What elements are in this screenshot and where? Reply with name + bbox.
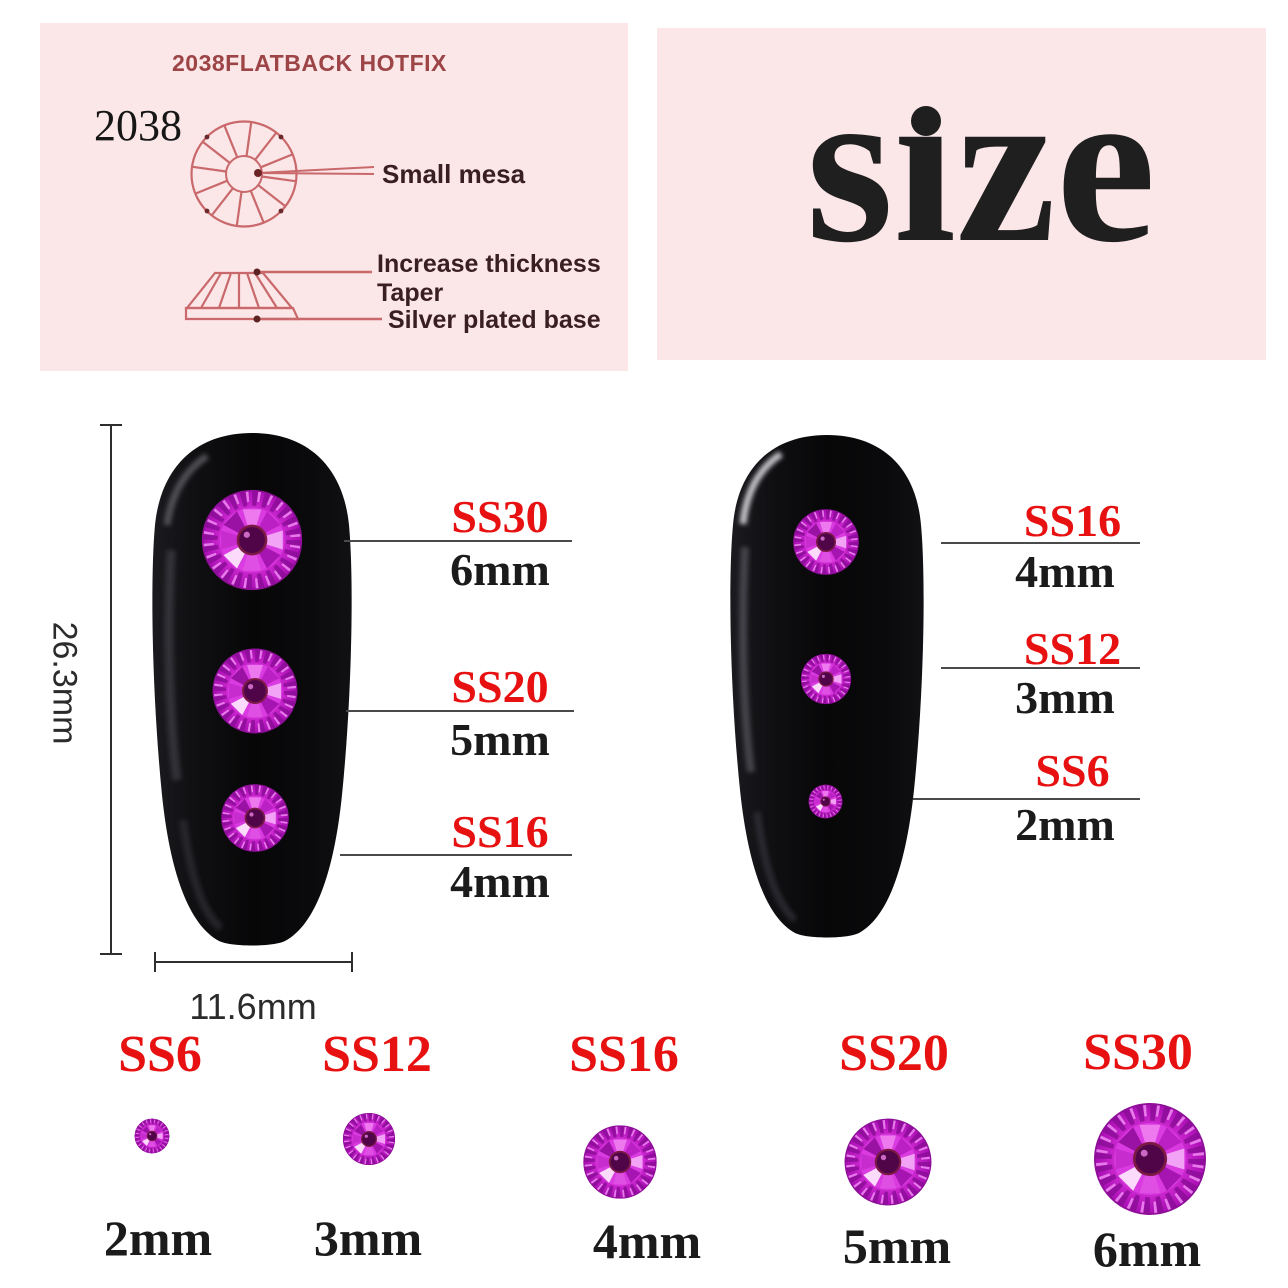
size-title: sıze [806, 39, 1156, 289]
side-view-leaders [259, 270, 382, 321]
rhinestone-gem [134, 1118, 170, 1154]
rhinestone-gem [800, 653, 852, 705]
small-mesa-label: Small mesa [382, 159, 526, 189]
height-dim-cap-top [100, 424, 122, 426]
callout-ss-label: SS6 [1035, 745, 1110, 796]
callout-line [913, 798, 1140, 800]
callout-ss-label: SS16 [451, 806, 549, 857]
callout-size-label: 5mm [450, 714, 550, 765]
callout-ss-label: SS12 [1023, 623, 1122, 674]
width-dimension-line [155, 961, 352, 963]
size-chart-ss-label: SS16 [569, 1026, 679, 1083]
size-chart-mm-label: 2mm [103, 1210, 213, 1266]
wheel-facet-dots [204, 134, 284, 214]
i-dot [911, 106, 941, 136]
size-chart-mm-label: 4mm [592, 1213, 702, 1269]
callout-size-label: 3mm [1015, 672, 1115, 723]
rhinestone-gem [1092, 1101, 1208, 1217]
increase-thickness-label: Increase thickness [377, 250, 601, 278]
rhinestone-gem [843, 1117, 933, 1207]
callout-line [346, 710, 574, 712]
model-number: 2038 [94, 101, 182, 150]
width-dim-tick-right [351, 952, 353, 972]
height-dim-cap-bottom [100, 953, 122, 955]
height-dimension-label: 26.3mm [45, 621, 84, 745]
callout-size-label: 6mm [450, 544, 550, 595]
height-dimension-line [110, 424, 112, 955]
callout-line [941, 542, 1140, 544]
spec-diagram [184, 120, 382, 323]
rhinestone-gem [342, 1112, 396, 1166]
callout-line [941, 667, 1140, 669]
rhinestone-gem [808, 784, 843, 819]
callout-ss-label: SS16 [1023, 495, 1122, 546]
size-chart-mm-label: 3mm [313, 1210, 423, 1266]
width-dim-tick-left [154, 952, 156, 972]
spec-header: 2038FLATBACK HOTFIX [172, 50, 447, 76]
rhinestone-gem [582, 1124, 658, 1200]
width-dimension-label: 11.6mm [189, 986, 317, 1027]
thickness-dot [253, 268, 261, 276]
nail-gloss [739, 451, 798, 923]
rhinestone-gem [200, 488, 304, 592]
callout-size-label: 2mm [1015, 799, 1115, 850]
taper-label: Taper [377, 279, 444, 307]
rhinestone-gem [792, 508, 860, 576]
top-view-wheel-icon [190, 120, 298, 228]
base-dot [253, 315, 261, 323]
side-view-icon [184, 271, 300, 321]
silver-plated-base-label: Silver plated base [388, 306, 601, 334]
size-chart-mm-label: 6mm [1092, 1221, 1202, 1277]
size-chart-ss-label: SS6 [118, 1026, 202, 1083]
rhinestone-gem [211, 647, 299, 735]
spec-panel [40, 23, 628, 371]
nail-gloss [163, 453, 224, 932]
callout-line [344, 540, 572, 542]
size-chart-ss-label: SS30 [1083, 1024, 1193, 1081]
size-chart-ss-label: SS20 [839, 1025, 949, 1082]
callout-size-label: 4mm [1015, 546, 1115, 597]
small-mesa-leader [257, 166, 375, 175]
callout-size-label: 4mm [450, 856, 550, 907]
callout-ss-label: SS30 [451, 491, 549, 542]
size-panel [657, 28, 1266, 360]
size-chart-ss-label: SS12 [322, 1026, 432, 1083]
callout-ss-label: SS20 [451, 661, 549, 712]
size-chart-mm-label: 5mm [842, 1218, 952, 1274]
callout-line [340, 854, 572, 856]
rhinestone-gem [220, 783, 290, 853]
mesa-dot [254, 169, 262, 177]
